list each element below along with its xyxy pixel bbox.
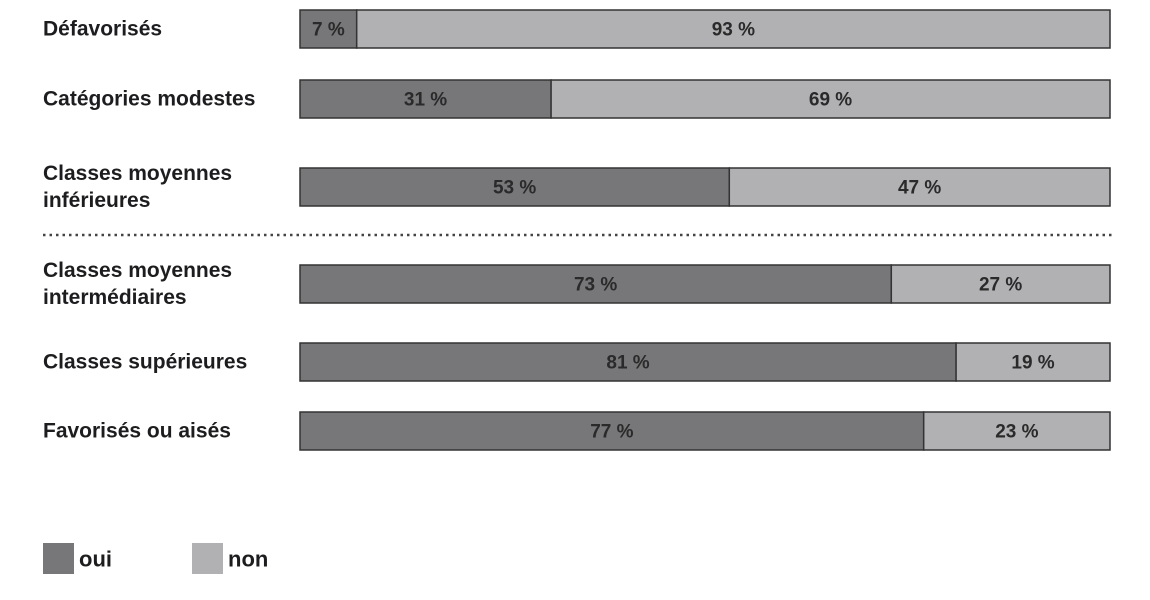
value-label: 53 % xyxy=(493,178,536,199)
legend-swatch xyxy=(192,543,223,574)
bar-segment xyxy=(355,9,1111,49)
value-label: 69 % xyxy=(809,90,852,111)
category-label: Favorisés ou aisés xyxy=(43,419,231,443)
legend-label: oui xyxy=(79,547,112,572)
value-label: 27 % xyxy=(979,275,1022,296)
value-label: 81 % xyxy=(606,353,649,374)
bar-segment xyxy=(299,264,893,304)
bar-segment xyxy=(299,79,552,119)
value-label: 23 % xyxy=(995,422,1038,443)
bar-segment xyxy=(299,167,731,207)
value-label: 19 % xyxy=(1011,353,1054,374)
category-label: Défavorisés xyxy=(43,17,163,41)
bar-segment xyxy=(955,342,1111,382)
value-label: 77 % xyxy=(590,422,633,443)
bar-segment xyxy=(922,411,1111,451)
bar-segment xyxy=(728,167,1111,207)
value-label: 31 % xyxy=(404,90,447,111)
bar-segment xyxy=(550,79,1111,119)
value-label: 73 % xyxy=(574,275,617,296)
value-label: 93 % xyxy=(712,20,755,41)
value-label: 47 % xyxy=(898,178,941,199)
bar-segment xyxy=(299,9,358,49)
category-label: Classes moyennes inférieures xyxy=(43,162,233,212)
bar-segment xyxy=(890,264,1111,304)
legend-swatch xyxy=(43,543,74,574)
value-label: 7 % xyxy=(312,20,345,41)
category-label: Classes supérieures xyxy=(43,350,248,374)
legend-label: non xyxy=(228,547,268,572)
category-label: Catégories modestes xyxy=(43,87,256,111)
category-label: Classes moyennes intermédiaires xyxy=(43,259,233,309)
